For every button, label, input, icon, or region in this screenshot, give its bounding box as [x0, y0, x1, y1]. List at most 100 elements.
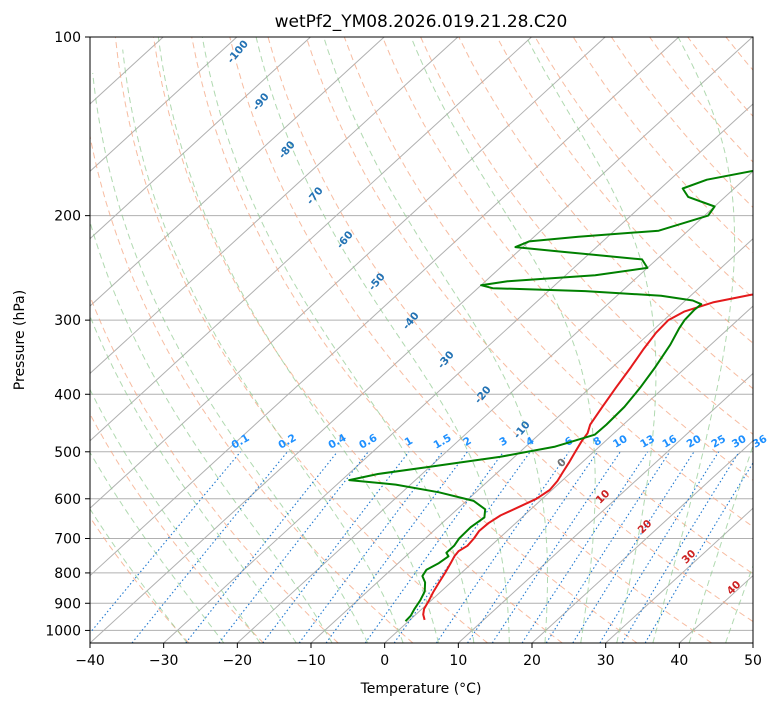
mixing-ratio-label: 25: [709, 433, 728, 451]
isotherm-line: [90, 37, 680, 577]
mixing-ratio-label: 16: [660, 433, 679, 451]
dry-adiabat-line: [114, 37, 488, 643]
isotherm-line: [90, 37, 532, 442]
mixing-ratio-label: 3: [497, 435, 509, 449]
mixing-ratio-line: [325, 451, 468, 643]
moist-adiabat-line: [410, 37, 596, 643]
y-tick-label: 900: [54, 596, 81, 612]
moist-adiabat-line: [323, 37, 548, 643]
dry-adiabat-label: -100: [225, 38, 251, 66]
y-tick-label: 500: [54, 445, 81, 461]
dry-adiabat-label: -20: [472, 384, 493, 406]
plot-frame: [89, 36, 754, 644]
mixing-ratio-line: [491, 451, 621, 643]
x-tick-label: −10: [296, 653, 326, 669]
dry-adiabat-label: -40: [400, 310, 421, 332]
y-tick-label: 400: [54, 387, 81, 403]
dry-adiabat-line: [534, 37, 753, 299]
y-tick-label: 300: [54, 313, 81, 329]
dry-adiabat-line: [420, 37, 753, 435]
mixing-ratio-line: [435, 451, 570, 643]
isotherm-line: [236, 170, 753, 643]
dry-adiabat-label: -70: [304, 185, 325, 207]
isotherm-line: [90, 37, 459, 375]
dry-adiabat-line: [496, 37, 753, 344]
mixing-ratio-line: [545, 451, 671, 643]
moist-adiabat-line: [688, 443, 753, 643]
moist-adiabat-line: [201, 37, 475, 643]
moist-adiabat-label: 40: [725, 579, 744, 598]
mixing-ratio-line: [393, 451, 531, 643]
mixing-ratio-line: [621, 451, 740, 643]
y-tick-label: 600: [54, 492, 81, 508]
isotherm-line: [384, 305, 753, 643]
mixing-ratio-label: 8: [591, 435, 603, 449]
isotherm-line: [90, 37, 753, 643]
dry-adiabat-line: [191, 37, 638, 643]
mixing-ratio-line: [90, 451, 242, 634]
mixing-ratio-line: [572, 451, 695, 643]
x-axis-label: Temperature (°C): [360, 681, 482, 697]
mixing-ratio-line: [521, 451, 649, 643]
mixing-ratio-label: 20: [685, 433, 704, 451]
mixing-ratio-label: 2: [461, 435, 473, 449]
dry-adiabat-label: -90: [250, 91, 271, 113]
moist-adiabat-line: [652, 37, 736, 643]
y-tick-label: 1000: [45, 623, 81, 639]
moist-adiabat-line: [90, 508, 188, 643]
isotherm-line: [163, 103, 753, 643]
dry-adiabat-line: [343, 37, 753, 528]
moist-adiabat-label: 10: [594, 488, 613, 507]
x-tick-label: −20: [223, 653, 253, 669]
chart-title: wetPf2_YM08.2026.019.21.28.C20: [275, 12, 568, 32]
moist-adiabat-line: [90, 451, 225, 643]
x-tick-label: 10: [449, 653, 467, 669]
mixing-ratio-line: [185, 451, 338, 643]
dry-adiabat-line: [267, 37, 753, 623]
isotherm-line: [457, 372, 753, 643]
mixing-ratio-label: 0.4: [326, 432, 348, 452]
mixing-ratio-label: 10: [611, 433, 630, 451]
dry-adiabat-line: [90, 133, 414, 643]
moist-adiabat-line: [92, 72, 369, 643]
dry-adiabat-line: [382, 37, 753, 481]
dry-adiabat-line: [153, 37, 563, 643]
isotherm-line: [90, 37, 385, 307]
moist-adiabat-line: [122, 49, 404, 643]
dry-adiabat-line: [687, 37, 753, 118]
y-tick-label: 700: [54, 532, 81, 548]
mixing-ratio-label: 1: [403, 435, 415, 449]
mixing-ratio-line: [218, 451, 369, 643]
moist-adiabat-line: [157, 37, 439, 643]
x-tick-label: −30: [149, 653, 179, 669]
mixing-ratio-line: [262, 451, 410, 643]
mixing-ratio-line: [467, 451, 599, 643]
mixing-ratio-line: [599, 451, 720, 643]
dry-adiabat-line: [229, 37, 712, 643]
dry-adiabat-line: [725, 37, 753, 71]
dry-adiabat-line: [649, 37, 753, 163]
x-tick-label: 20: [523, 653, 541, 669]
mixing-ratio-line: [131, 451, 288, 643]
y-axis-label: Pressure (hPa): [12, 290, 28, 390]
moist-adiabat-line: [255, 37, 510, 643]
y-tick-label: 200: [54, 209, 81, 225]
x-tick-label: 0: [380, 653, 389, 669]
moist-adiabat-label: 30: [680, 548, 699, 567]
y-tick-label: 800: [54, 566, 81, 582]
dry-adiabat-line: [764, 37, 775, 643]
dry-adiabat-line: [90, 516, 190, 643]
moist-adiabat-line: [90, 220, 333, 643]
dewpoint-profile-line: [348, 169, 753, 622]
dry-adiabat-line: [305, 37, 753, 575]
dry-adiabat-label: -50: [366, 271, 387, 293]
mixing-ratio-line: [364, 451, 505, 643]
mixing-ratio-label: 0.1: [230, 432, 252, 452]
dry-adiabat-label: -80: [276, 139, 297, 161]
isotherm-line: [531, 440, 753, 643]
x-tick-label: 30: [597, 653, 615, 669]
isotherm-line: [310, 238, 753, 643]
isotherm-line: [752, 642, 753, 643]
moist-adiabat-line: [725, 564, 753, 643]
